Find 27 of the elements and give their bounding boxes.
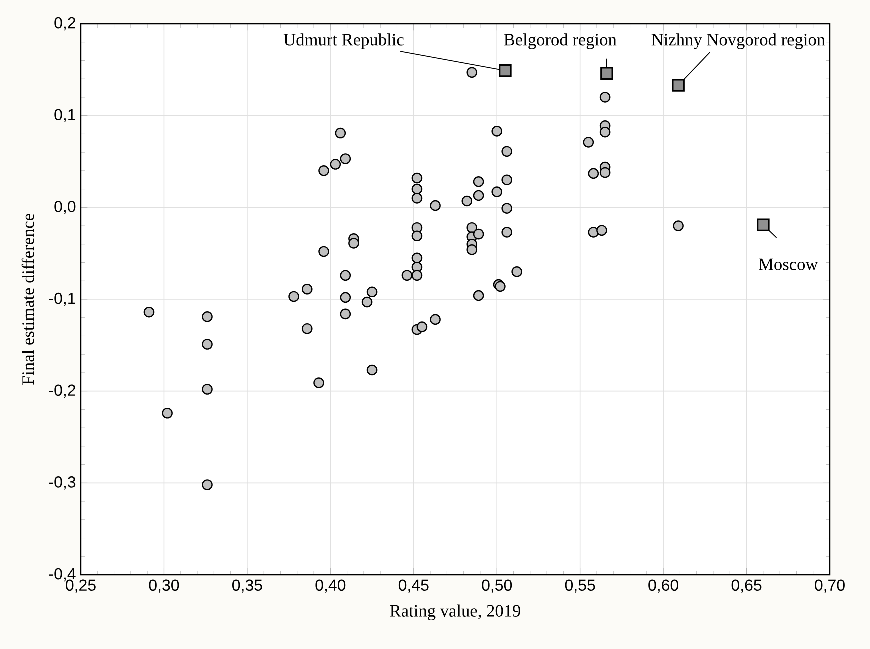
x-tick-label: 0,45	[398, 580, 429, 593]
x-axis-title: Rating value, 2019	[390, 604, 520, 621]
x-tick-label: 0,55	[565, 580, 596, 593]
y-tick-label: -0,4	[49, 568, 76, 582]
annotation: Udmurt Republic	[284, 34, 404, 50]
annotation: Nizhny Novgorod region	[652, 34, 826, 50]
y-axis-title: Final estimate difference	[22, 214, 34, 385]
annotation: Belgorod region	[504, 34, 617, 50]
x-tick-label: 0,65	[732, 580, 762, 593]
y-tick-label: -0,3	[49, 476, 76, 490]
x-tick-label: 0,30	[149, 580, 180, 593]
point	[600, 67, 614, 80]
x-tick-label: 0,50	[482, 580, 512, 593]
y-tick-label: 0,2	[54, 17, 76, 31]
point	[757, 218, 770, 232]
x-tick-label: 0,40	[316, 580, 346, 593]
x-tick-label: 0,25	[66, 580, 96, 593]
x-tick-label: 0,60	[648, 580, 679, 593]
y-tick-label: -0,2	[49, 384, 76, 398]
point	[672, 79, 685, 92]
point	[499, 64, 512, 78]
y-tick-label: -0,1	[49, 292, 76, 306]
x-tick-label: 0,70	[815, 580, 845, 593]
x-tick-label: 0,35	[232, 580, 262, 593]
y-tick-label: 0,0	[54, 201, 76, 214]
y-tick-label: 0,1	[54, 109, 76, 122]
annotation: Moscow	[759, 258, 818, 270]
